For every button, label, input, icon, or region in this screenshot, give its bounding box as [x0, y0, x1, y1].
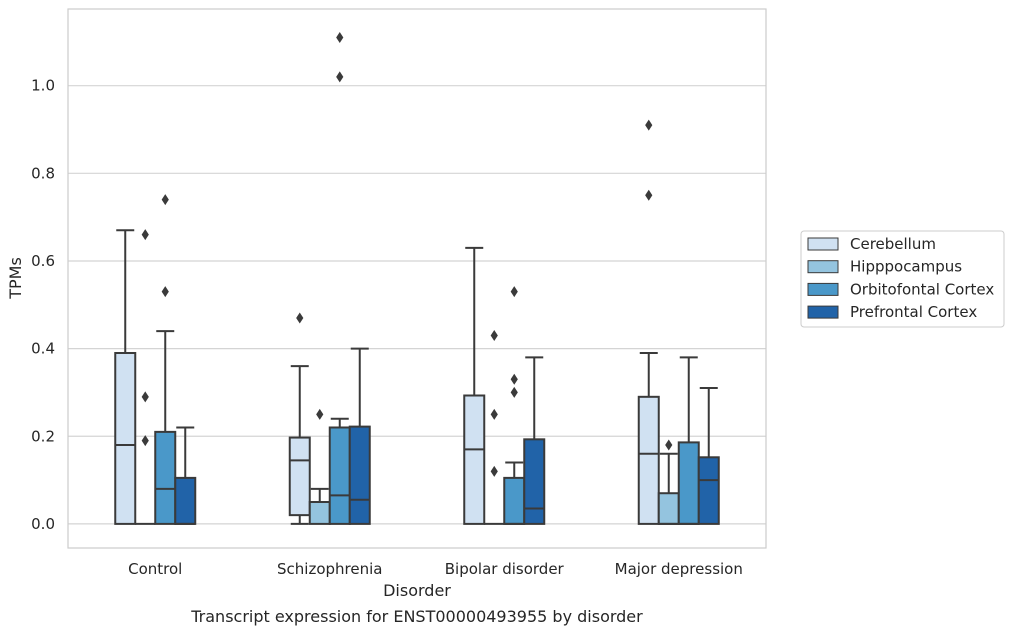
outlier-point: [296, 312, 304, 324]
y-tick-label: 1.0: [31, 77, 55, 95]
x-tick-label: Schizophrenia: [277, 560, 382, 578]
box-cerebellum: [288, 312, 311, 525]
box-hipppocampus: [657, 439, 680, 525]
box-body: [657, 492, 680, 525]
chart-caption: Transcript expression for ENST0000049395…: [190, 607, 643, 626]
box-prefrontal-cortex: [697, 387, 720, 525]
outlier-point: [141, 391, 149, 403]
box-hipppocampus: [308, 408, 331, 525]
outlier-point: [141, 229, 149, 241]
outlier-point: [510, 286, 518, 298]
box-body: [677, 441, 700, 525]
outlier-point: [316, 408, 324, 420]
box-hipppocampus: [484, 329, 505, 525]
legend-label: Orbitofontal Cortex: [850, 280, 994, 298]
legend-swatch: [807, 260, 839, 274]
plot-frame: [67, 8, 767, 549]
outlier-point: [336, 31, 344, 43]
outlier-point: [490, 408, 498, 420]
box-prefrontal-cortex: [348, 347, 371, 525]
legend-frame: [800, 230, 1005, 328]
box-plot-series: [114, 31, 720, 525]
box-orbitofontal-cortex: [503, 286, 526, 525]
legend: Cerebellum Hipppocampus Orbitofontal Corte…: [800, 230, 1005, 328]
box-body: [114, 351, 137, 525]
box-body: [503, 476, 526, 525]
outlier-point: [510, 386, 518, 398]
box-body: [637, 395, 660, 525]
box-body: [697, 456, 720, 525]
box-body: [523, 438, 546, 525]
legend-swatch: [807, 282, 839, 296]
x-axis-label: Disorder: [383, 581, 451, 600]
box-body: [308, 500, 331, 525]
box-cerebellum: [463, 246, 486, 525]
y-axis-label: TPMs: [6, 257, 25, 300]
box-cerebellum: [637, 119, 660, 525]
outlier-point: [161, 194, 169, 206]
legend-swatch: [807, 305, 839, 319]
x-tick-label: Bipolar disorder: [445, 560, 565, 578]
outlier-point: [141, 435, 149, 447]
box-cerebellum: [114, 229, 137, 525]
x-axis-ticks: Control Schizophrenia Bipolar disorder Majo…: [128, 560, 743, 578]
outlier-point: [645, 119, 653, 131]
outlier-point: [161, 286, 169, 298]
box-body: [328, 426, 351, 525]
box-body: [348, 425, 371, 525]
box-prefrontal-cortex: [523, 356, 546, 525]
outlier-point: [510, 373, 518, 385]
outlier-point: [490, 329, 498, 341]
y-tick-label: 0.4: [31, 340, 55, 358]
outlier-point: [336, 71, 344, 83]
legend-label: Cerebellum: [850, 235, 936, 253]
x-tick-label: Major depression: [615, 560, 743, 578]
outlier-point: [665, 439, 673, 451]
box-prefrontal-cortex: [174, 426, 197, 525]
box-orbitofontal-cortex: [154, 194, 177, 525]
box-body: [154, 430, 177, 525]
box-orbitofontal-cortex: [328, 31, 351, 525]
outlier-point: [490, 465, 498, 477]
legend-label: Hipppocampus: [850, 258, 962, 276]
legend-label: Prefrontal Cortex: [850, 303, 977, 321]
y-tick-label: 0.2: [31, 427, 55, 445]
box-body: [463, 394, 486, 525]
y-tick-label: 0.0: [31, 515, 55, 533]
y-axis-ticks: 0.0 0.2 0.4 0.6 0.8 1.0: [31, 77, 55, 533]
box-orbitofontal-cortex: [677, 356, 700, 525]
box-body: [174, 476, 197, 525]
x-tick-label: Control: [128, 560, 182, 578]
outlier-point: [645, 189, 653, 201]
y-tick-label: 0.6: [31, 252, 55, 270]
legend-swatch: [807, 237, 839, 251]
box-body: [288, 436, 311, 517]
box-hipppocampus: [135, 229, 156, 525]
y-tick-label: 0.8: [31, 164, 55, 182]
